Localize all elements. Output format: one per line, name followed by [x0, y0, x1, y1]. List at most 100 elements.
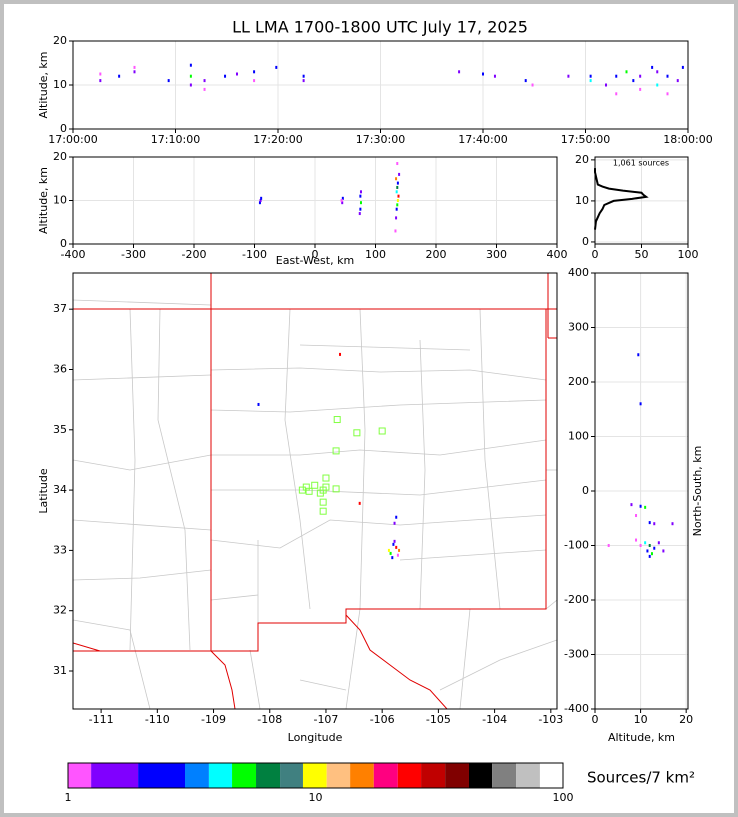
source-point [99, 72, 102, 76]
station [311, 481, 319, 489]
source-point [662, 549, 665, 553]
colorbar-segment [397, 763, 422, 788]
x-tick-label: 17:50:00 [561, 133, 610, 146]
source-point [341, 201, 344, 205]
source-point [395, 190, 398, 194]
x-tick-label: 200 [426, 248, 447, 261]
station [298, 486, 306, 494]
source-point [394, 229, 397, 233]
source-point [391, 556, 394, 560]
source-point [189, 74, 192, 78]
y-tick-label: -400 [564, 702, 589, 715]
source-point [396, 203, 399, 207]
y-tick-label: 32 [53, 604, 67, 617]
source-point [648, 544, 651, 547]
source-point [458, 70, 461, 74]
station [353, 429, 361, 437]
source-point [615, 74, 618, 78]
y-tick-label: 0 [60, 237, 67, 250]
x-axis-label: Longitude [288, 731, 343, 744]
source-point [133, 65, 136, 69]
y-tick-label: 0 [60, 122, 67, 135]
source-point [392, 542, 395, 546]
source-point [395, 545, 398, 549]
state-border [73, 642, 101, 652]
x-tick-label: -100 [242, 248, 267, 261]
source-point [589, 79, 592, 83]
source-point [393, 521, 396, 525]
colorbar-segment [350, 763, 374, 788]
source-point [189, 83, 192, 87]
source-point [637, 353, 640, 357]
source-point [671, 522, 674, 526]
source-point [189, 63, 192, 67]
county-line [210, 514, 547, 549]
source-point [632, 79, 635, 83]
plot-frame [594, 156, 689, 245]
station [333, 416, 341, 424]
y-tick-label: 0 [582, 235, 589, 248]
source-point [387, 548, 390, 552]
colorbar-segment [280, 763, 303, 788]
y-axis-label: Altitude, km [37, 167, 50, 234]
colorbar-segment [468, 763, 493, 788]
y-tick-label: 100 [568, 430, 589, 443]
source-point [653, 522, 656, 526]
colorbar-segment [256, 763, 281, 788]
source-point [224, 74, 227, 78]
source-point [359, 207, 362, 211]
source-point [681, 65, 684, 69]
source-point [646, 549, 649, 553]
source-point [358, 212, 361, 216]
source-point [656, 70, 659, 74]
source-point [644, 541, 647, 545]
source-point [653, 546, 656, 550]
colorbar-segment [302, 763, 327, 788]
y-tick-label: 300 [568, 321, 589, 334]
county-line [210, 399, 547, 413]
x-tick-label: 400 [547, 248, 568, 261]
source-point [482, 72, 484, 76]
chart-title: LL LMA 1700-1800 UTC July 17, 2025 [232, 18, 528, 37]
station [332, 485, 340, 493]
colorbar-segment [445, 763, 469, 788]
x-tick-label: -104 [482, 713, 507, 726]
x-tick-label: 0 [592, 248, 599, 261]
y-tick-label: 0 [582, 484, 589, 497]
colorbar-segment [492, 763, 517, 788]
x-tick-label: 100 [365, 248, 386, 261]
source-point [259, 199, 262, 202]
y-tick-label: -200 [564, 593, 589, 606]
x-tick-label: 17:00:00 [48, 133, 97, 146]
source-point [639, 87, 642, 91]
colorbar-segment [539, 763, 563, 788]
y-tick-label: 10 [53, 194, 67, 207]
y-axis-label: Altitude, km [37, 51, 50, 118]
y-tick-label: 34 [53, 483, 67, 496]
station [378, 427, 386, 435]
colorbar-segment [208, 763, 233, 788]
y-tick-label: 10 [575, 194, 589, 207]
source-point [635, 538, 638, 542]
county-line [545, 599, 557, 610]
source-point [396, 553, 399, 557]
x-tick-label: -111 [89, 713, 114, 726]
source-point [648, 521, 651, 525]
source-point [236, 72, 238, 76]
source-point [666, 74, 669, 78]
source-point [397, 194, 400, 198]
source-point [615, 92, 618, 96]
source-point [531, 83, 534, 87]
county-line [211, 439, 547, 456]
source-point [359, 194, 362, 198]
source-point [630, 503, 633, 507]
source-point [99, 79, 102, 83]
y-tick-label: 200 [568, 375, 589, 388]
county-line [73, 519, 212, 531]
y-tick-label: 400 [568, 266, 589, 279]
source-point [167, 79, 170, 83]
colorbar-label: Sources/7 km² [587, 769, 695, 787]
x-tick-label: -109 [201, 713, 226, 726]
county-line [211, 479, 547, 496]
